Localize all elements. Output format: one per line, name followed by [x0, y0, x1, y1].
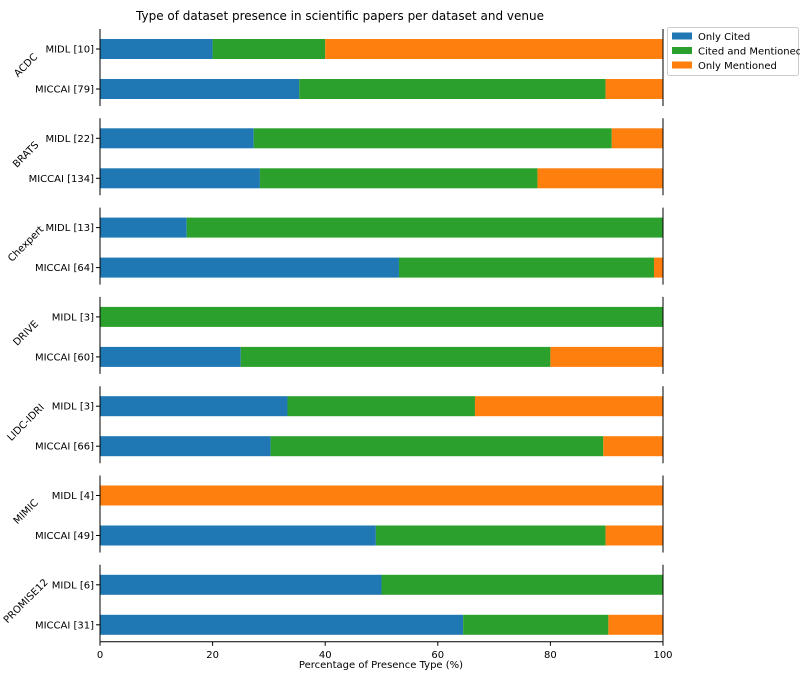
bar-segment [212, 39, 326, 59]
group-label: PROMISE12 [2, 577, 51, 626]
bar-segment [100, 79, 300, 99]
bar-segment [100, 614, 464, 635]
bar-segment [608, 614, 663, 635]
panel-chexpert: MIDL [13] MICCAI [64]Chexpert [6, 207, 664, 285]
panel-acdc: MIDL [10] MICCAI [79] ACDC [12, 29, 664, 106]
x-tick-label: 60 [431, 650, 444, 661]
subplot-panels: MIDL [10] MICCAI [79] ACDC MIDL [22] MICCAI … [2, 29, 664, 642]
bar-segment [100, 257, 399, 278]
panel-mimic: MIDL [4] MICCAI [49] MIMIC [12, 475, 664, 553]
panel-lidc-idri: MIDL [3] MICCAI [66]LIDC-IDRI [6, 386, 664, 464]
panel-promise12: MIDL [6] MICCAI [31]PROMISE12 [2, 564, 664, 642]
x-tick-label: 20 [206, 650, 219, 661]
y-tick-label: MICCAI [31] [35, 620, 94, 631]
legend-label: Only Mentioned [698, 61, 777, 72]
group-label: LIDC-IDRI [6, 402, 47, 443]
panel-drive: MIDL [3] MICCAI [60] DRIVE [11, 296, 664, 374]
x-tick-label: 100 [653, 650, 672, 661]
legend-swatch [672, 47, 692, 54]
y-tick-label: MIDL [13] [45, 223, 94, 234]
bar-segment [100, 128, 254, 149]
bar-segment [100, 306, 663, 327]
x-tick-label: 0 [97, 650, 103, 661]
bar-segment [100, 436, 271, 457]
y-tick-label: MIDL [10] [45, 45, 94, 56]
bar-segment [287, 396, 475, 417]
group-label: MIMIC [12, 498, 41, 527]
y-tick-label: MICCAI [66] [35, 442, 94, 453]
y-tick-label: MIDL [22] [45, 134, 94, 145]
bar-segment [100, 396, 288, 417]
bar-segment [474, 396, 663, 417]
x-tick-label: 80 [544, 650, 557, 661]
bar-segment [100, 168, 260, 189]
legend-label: Only Cited [698, 32, 750, 43]
bar-segment [100, 217, 187, 238]
bar-segment [325, 39, 663, 59]
bar-segment [398, 257, 654, 278]
bar-segment [270, 436, 604, 457]
bar-segment [537, 168, 663, 189]
y-tick-label: MICCAI [79] [35, 85, 94, 96]
bar-segment [550, 346, 663, 367]
bar-segment [100, 346, 241, 367]
x-axis: 0 20 40 60 80 100 [97, 641, 673, 661]
x-axis-label: Percentage of Presence Type (%) [299, 660, 463, 671]
bar-segment [381, 574, 663, 595]
group-label: DRIVE [11, 319, 41, 349]
y-tick-label: MIDL [6] [52, 580, 94, 591]
group-label: Chexpert [6, 224, 46, 264]
panel-brats: MIDL [22] MICCAI [134] BRATS [11, 118, 664, 196]
group-label: BRATS [11, 140, 41, 170]
x-tick-label: 40 [319, 650, 332, 661]
bar-segment [100, 525, 376, 546]
bar-segment [605, 525, 663, 546]
y-tick-label: MICCAI [49] [35, 531, 94, 542]
bar-segment [186, 217, 663, 238]
y-tick-label: MICCAI [60] [35, 352, 94, 363]
bar-segment [653, 257, 663, 278]
bar-segment [375, 525, 606, 546]
bar-segment [611, 128, 663, 149]
y-tick-label: MICCAI [64] [35, 263, 94, 274]
legend: Only Cited Cited and Mentioned Only Mentio… [667, 27, 800, 76]
bar-segment [240, 346, 551, 367]
y-tick-label: MICCAI [134] [29, 174, 94, 185]
legend-swatch [672, 61, 692, 69]
bar-segment [253, 128, 612, 149]
bar-segment [259, 168, 538, 189]
bar-segment [100, 574, 382, 595]
bar-segment [603, 436, 663, 457]
bar-segment [463, 614, 609, 635]
y-tick-label: MIDL [3] [52, 312, 94, 323]
chart-title: Type of dataset presence in scientific p… [135, 9, 544, 23]
bar-segment [100, 485, 663, 506]
y-tick-label: MIDL [4] [52, 491, 94, 502]
legend-swatch [672, 32, 692, 40]
bar-segment [605, 79, 663, 99]
legend-label: Cited and Mentioned [698, 47, 800, 58]
y-tick-label: MIDL [3] [52, 402, 94, 413]
bar-segment [100, 39, 213, 59]
legend-frame [667, 27, 799, 76]
bar-segment [299, 79, 606, 99]
group-label: ACDC [12, 52, 40, 80]
